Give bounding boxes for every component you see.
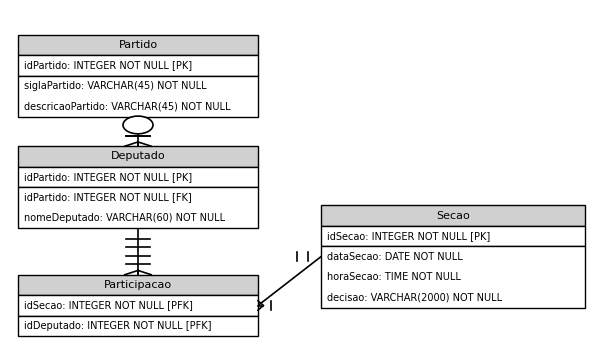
Text: idPartido: INTEGER NOT NULL [FK]: idPartido: INTEGER NOT NULL [FK]: [24, 193, 192, 202]
Bar: [18, 295, 258, 316]
Bar: [18, 55, 258, 76]
Text: dataSecao: DATE NOT NULL: dataSecao: DATE NOT NULL: [327, 252, 463, 262]
Text: idDeputado: INTEGER NOT NULL [PFK]: idDeputado: INTEGER NOT NULL [PFK]: [24, 321, 212, 331]
Text: Deputado: Deputado: [110, 152, 166, 161]
Text: decisao: VARCHAR(2000) NOT NULL: decisao: VARCHAR(2000) NOT NULL: [327, 293, 502, 303]
Bar: [321, 246, 585, 308]
Text: Participacao: Participacao: [104, 280, 172, 290]
Bar: [18, 316, 258, 336]
Bar: [18, 35, 258, 55]
Text: siglaPartido: VARCHAR(45) NOT NULL: siglaPartido: VARCHAR(45) NOT NULL: [24, 81, 206, 91]
Text: idPartido: INTEGER NOT NULL [PK]: idPartido: INTEGER NOT NULL [PK]: [24, 61, 192, 70]
Bar: [18, 167, 258, 187]
Text: idSecao: INTEGER NOT NULL [PK]: idSecao: INTEGER NOT NULL [PK]: [327, 231, 490, 241]
Text: Secao: Secao: [436, 211, 470, 221]
Circle shape: [123, 116, 153, 134]
Bar: [18, 187, 258, 228]
Bar: [18, 76, 258, 117]
Text: nomeDeputado: VARCHAR(60) NOT NULL: nomeDeputado: VARCHAR(60) NOT NULL: [24, 213, 225, 223]
Text: idPartido: INTEGER NOT NULL [PK]: idPartido: INTEGER NOT NULL [PK]: [24, 172, 192, 182]
Bar: [18, 275, 258, 295]
Text: horaSecao: TIME NOT NULL: horaSecao: TIME NOT NULL: [327, 272, 461, 282]
Text: descricaoPartido: VARCHAR(45) NOT NULL: descricaoPartido: VARCHAR(45) NOT NULL: [24, 102, 230, 112]
Text: Partido: Partido: [118, 40, 158, 50]
Text: idSecao: INTEGER NOT NULL [PFK]: idSecao: INTEGER NOT NULL [PFK]: [24, 301, 193, 310]
Bar: [321, 226, 585, 246]
Bar: [321, 205, 585, 226]
Bar: [18, 146, 258, 167]
